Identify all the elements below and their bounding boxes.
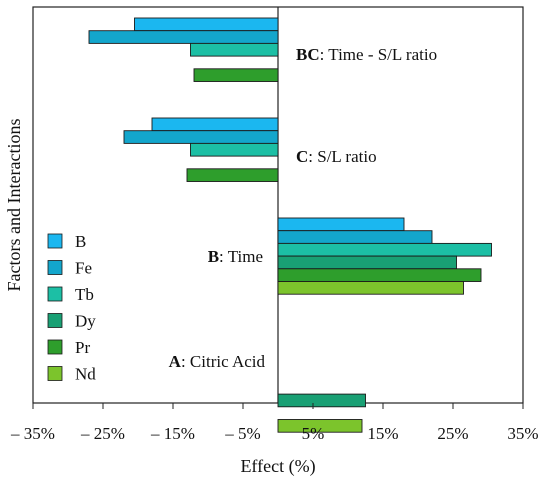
x-tick-label: 35% bbox=[507, 424, 538, 443]
bar-bc-b bbox=[134, 17, 279, 32]
x-tick-label: 15% bbox=[367, 424, 398, 443]
legend-label-fe: Fe bbox=[75, 259, 92, 278]
legend-label-dy: Dy bbox=[75, 312, 96, 331]
x-tick-label: – 35% bbox=[10, 424, 55, 443]
bar-b-pr bbox=[277, 268, 482, 282]
x-tick-label: 5% bbox=[302, 424, 325, 443]
bar-bc-pr bbox=[193, 68, 279, 82]
bar-a-nd bbox=[277, 419, 363, 433]
legend-swatch-nd bbox=[47, 366, 63, 381]
bar-b-tb bbox=[277, 242, 492, 257]
legend-swatch-fe bbox=[47, 260, 63, 275]
bar-b-dy bbox=[277, 255, 457, 270]
category-labels-group: BC: Time - S/L ratio C: S/L ratio B: Time A… bbox=[169, 45, 437, 371]
bar-c-b bbox=[151, 117, 279, 132]
bar-a-dy bbox=[277, 393, 366, 408]
legend-label-pr: Pr bbox=[75, 338, 90, 357]
category-label-a: A: Citric Acid bbox=[169, 352, 266, 371]
bar-c-tb bbox=[190, 142, 279, 157]
bar-b-b bbox=[277, 217, 405, 232]
bar-b-fe bbox=[277, 230, 433, 244]
category-label-b: B: Time bbox=[208, 247, 263, 266]
x-axis-title: Effect (%) bbox=[240, 456, 315, 477]
legend-swatch-b bbox=[47, 233, 63, 249]
legend-label-b: B bbox=[75, 232, 86, 251]
legend-swatch-tb bbox=[47, 286, 63, 302]
bars-group bbox=[88, 17, 492, 433]
x-tick-label: – 15% bbox=[150, 424, 195, 443]
x-tick-label: 25% bbox=[437, 424, 468, 443]
legend-label-nd: Nd bbox=[75, 365, 96, 384]
bar-bc-fe bbox=[88, 30, 279, 44]
x-ticks-group: – 35% – 25% – 15% – 5% 5% 15% 25% 35% bbox=[10, 403, 539, 443]
bar-b-nd bbox=[277, 281, 464, 295]
bar-c-pr bbox=[186, 168, 279, 182]
category-label-bc: BC: Time - S/L ratio bbox=[296, 45, 437, 64]
legend-swatch-dy bbox=[47, 313, 63, 328]
legend: B Fe Tb Dy Pr Nd bbox=[47, 232, 96, 384]
y-axis-title: Factors and Interactions bbox=[4, 119, 24, 292]
bar-c-fe bbox=[123, 130, 279, 144]
x-tick-label: – 25% bbox=[80, 424, 125, 443]
legend-swatch-pr bbox=[47, 339, 63, 355]
legend-label-tb: Tb bbox=[75, 285, 94, 304]
bar-bc-tb bbox=[190, 42, 279, 57]
category-label-c: C: S/L ratio bbox=[296, 147, 377, 166]
x-tick-label: – 5% bbox=[224, 424, 260, 443]
